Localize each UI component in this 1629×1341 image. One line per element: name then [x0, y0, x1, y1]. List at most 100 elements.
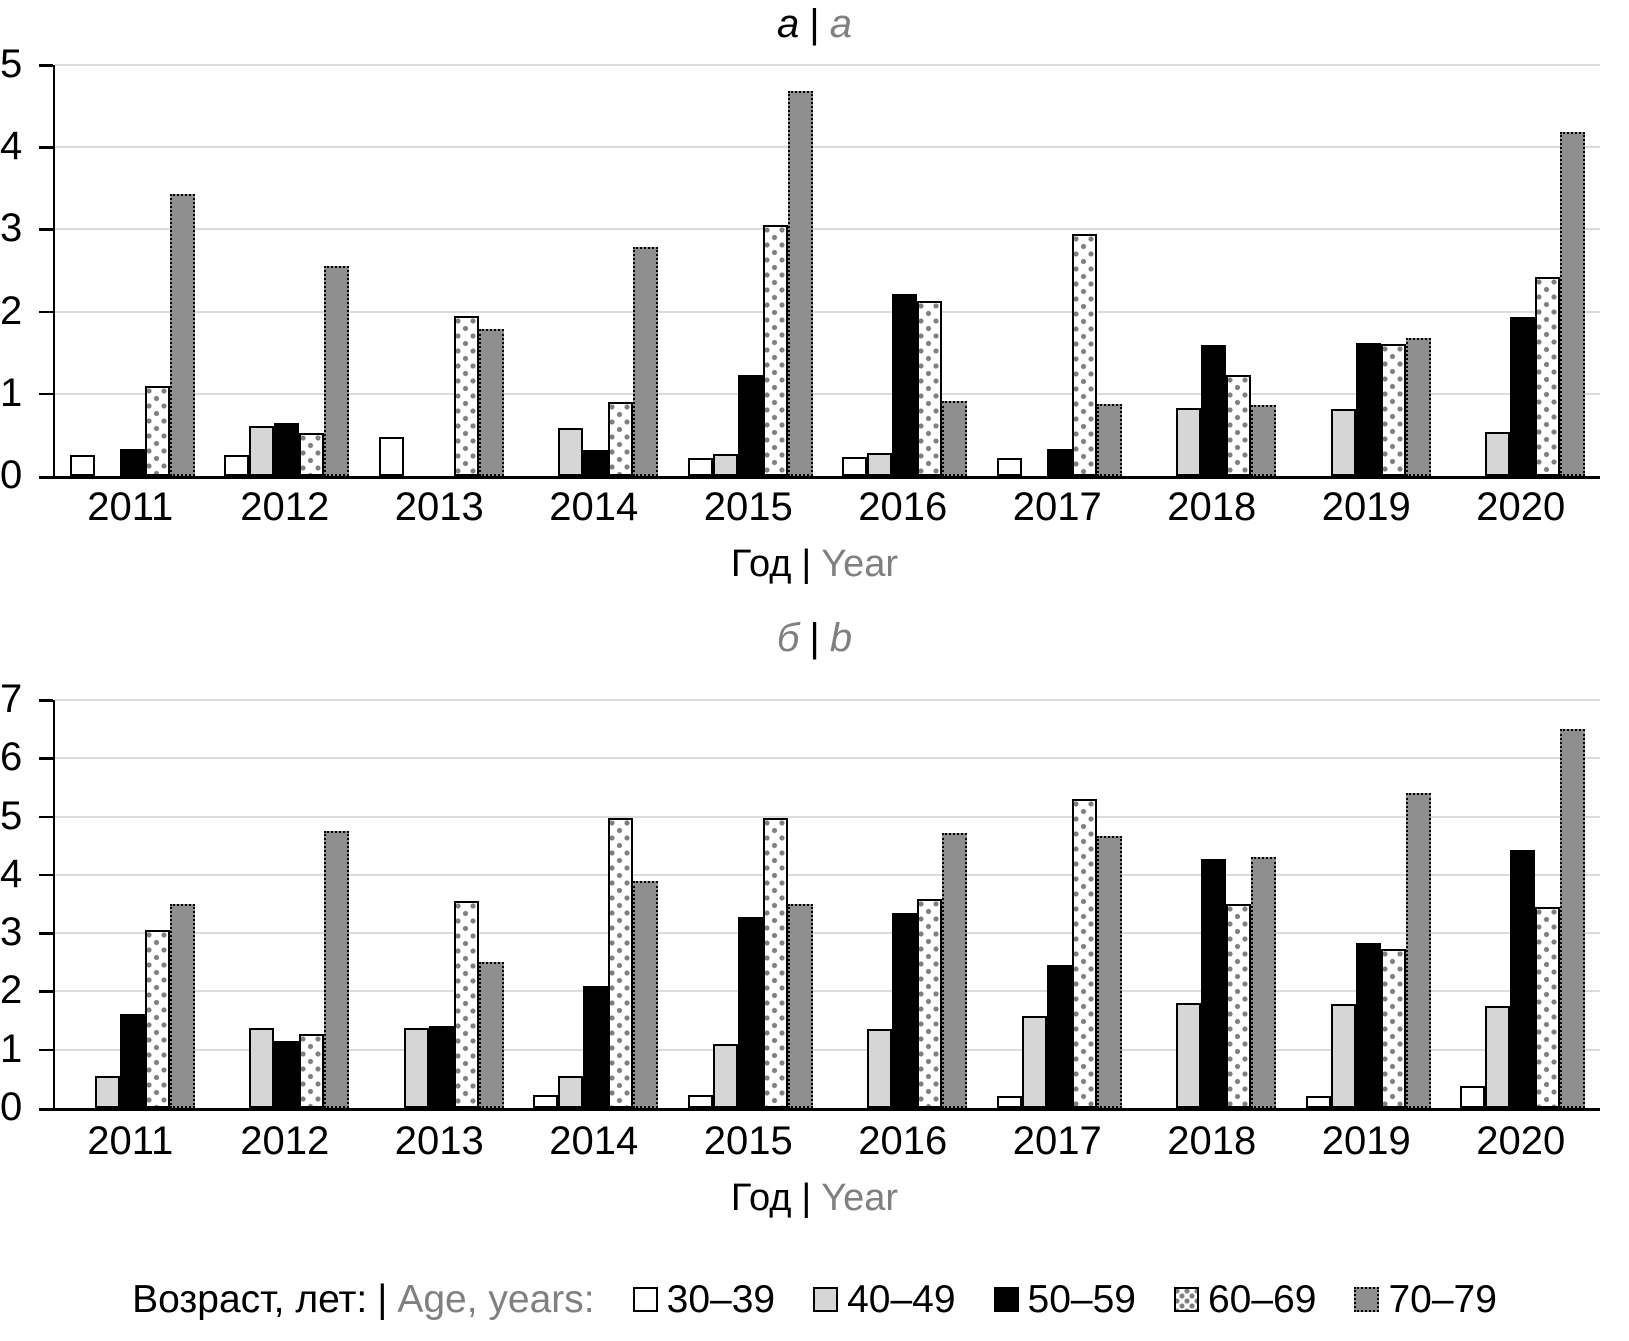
bar-a-2019-70–79 [1405, 338, 1431, 476]
bar-b-2015-30–39 [687, 1095, 713, 1108]
gridline [55, 64, 1600, 66]
bar-a-2013-70–79 [478, 329, 504, 476]
bar-b-2012-70–79 [324, 831, 350, 1108]
x-tick-label: 2019 [1321, 485, 1411, 529]
legend-label-60-69: 60–69 [1207, 1278, 1317, 1321]
x-tick-label: 2011 [87, 485, 174, 529]
legend-title-en: Age, years: [397, 1278, 595, 1321]
bar-a-2012-70–79 [324, 266, 350, 476]
bar-b-2019-50–59 [1355, 943, 1381, 1108]
x-tick-label: 2017 [1012, 1119, 1102, 1163]
bar-b-2014-70–79 [633, 881, 659, 1108]
panel-a-title-pipe: | [809, 2, 820, 46]
y-tick [39, 64, 53, 67]
bar-b-2015-60–69 [762, 818, 788, 1108]
bar-b-2011-60–69 [144, 930, 170, 1108]
panel-a-title-en: a [829, 2, 852, 46]
bar-a-2011-70–79 [169, 194, 195, 476]
x-tick-label: 2013 [394, 1119, 484, 1163]
legend-item-50-59: 50–59 [993, 1278, 1136, 1321]
x-tick-label: 2012 [240, 485, 330, 529]
x-tick-label: 2014 [549, 485, 639, 529]
bar-a-2017-50–59 [1046, 449, 1072, 476]
bar-b-2017-30–39 [996, 1096, 1022, 1108]
bar-a-2012-50–59 [274, 423, 300, 476]
x-axis-title-pipe: | [801, 543, 812, 585]
legend-swatch-50-59 [993, 1287, 1019, 1312]
bar-b-2018-40–49 [1176, 1003, 1202, 1108]
bar-b-2020-30–39 [1460, 1086, 1486, 1108]
bar-a-2011-50–59 [119, 449, 145, 476]
y-tick [39, 932, 53, 935]
bar-b-2016-70–79 [942, 833, 968, 1108]
bar-b-2019-70–79 [1405, 793, 1431, 1108]
legend-swatch-40-49 [813, 1287, 839, 1312]
bar-b-2012-60–69 [299, 1034, 325, 1108]
bar-b-2016-40–49 [867, 1029, 893, 1108]
y-tick-label: 2 [0, 288, 23, 333]
bar-a-2015-30–39 [687, 458, 713, 476]
x-axis-title-ru: Год [730, 1177, 792, 1219]
x-tick-label: 2017 [1012, 485, 1102, 529]
bar-a-2018-40–49 [1176, 408, 1202, 476]
bar-b-2013-40–49 [403, 1028, 429, 1108]
gridline [55, 932, 1600, 935]
panel-a-title-ru: a [777, 2, 800, 46]
gridline [55, 699, 1600, 701]
x-axis-overhang [39, 476, 53, 479]
legend-swatch-70-79 [1354, 1287, 1380, 1312]
y-tick-label: 6 [0, 735, 23, 780]
x-tick-label: 2011 [87, 1119, 174, 1163]
y-tick-label: 5 [0, 42, 23, 87]
legend-swatch-60-69 [1173, 1287, 1199, 1312]
panel-a-title: a | a [0, 2, 1629, 46]
legend-label-50-59: 50–59 [1027, 1278, 1136, 1321]
bar-a-2017-70–79 [1096, 404, 1122, 476]
y-tick-label: 4 [0, 852, 23, 897]
y-tick-label: 2 [0, 968, 23, 1013]
y-tick [39, 392, 53, 396]
gridline [55, 873, 1600, 876]
legend-title: Возраст, лет: | Age, years: [132, 1280, 595, 1319]
y-tick [39, 757, 53, 760]
y-tick [39, 310, 53, 314]
gridline [55, 757, 1600, 760]
chart-b-x-axis-title: Год | Year [0, 1177, 1629, 1220]
gridline [55, 990, 1600, 993]
bar-a-2014-40–49 [558, 428, 584, 476]
bar-b-2012-40–49 [249, 1028, 275, 1108]
bar-b-2011-70–79 [169, 904, 195, 1108]
legend-item-70-79: 70–79 [1354, 1280, 1497, 1319]
bar-a-2017-30–39 [996, 458, 1022, 476]
bar-a-2016-70–79 [942, 401, 968, 476]
bar-b-2011-50–59 [119, 1014, 145, 1108]
bar-a-2018-70–79 [1251, 405, 1277, 476]
x-axis-title-ru: Год [730, 543, 792, 585]
y-tick [39, 1048, 53, 1052]
bar-b-2014-40–49 [558, 1076, 584, 1108]
bar-b-2018-60–69 [1226, 904, 1252, 1108]
bar-b-2018-70–79 [1251, 857, 1277, 1108]
x-tick-label: 2018 [1167, 1119, 1257, 1163]
bar-a-2016-40–49 [867, 453, 893, 476]
chart-a-x-axis-title: Год | Year [0, 543, 1629, 586]
bar-a-2016-30–39 [842, 457, 868, 476]
x-axis-overhang [39, 1108, 53, 1111]
y-tick [39, 699, 53, 702]
bar-a-2014-60–69 [608, 402, 634, 476]
panel-b-title: б | b [0, 616, 1629, 660]
chart-b-plot-area [53, 699, 1600, 1111]
x-tick-label: 2019 [1321, 1119, 1411, 1163]
x-axis-title-pipe: | [801, 1177, 812, 1219]
bar-a-2015-70–79 [787, 91, 813, 476]
bar-a-2018-60–69 [1226, 375, 1252, 476]
y-tick [39, 873, 53, 877]
y-tick-label: 1 [0, 1026, 23, 1071]
bar-b-2020-40–49 [1485, 1006, 1511, 1108]
bar-a-2011-60–69 [144, 386, 170, 476]
bar-b-2020-50–59 [1510, 850, 1536, 1108]
bar-a-2019-50–59 [1355, 343, 1381, 476]
x-tick-label: 2020 [1476, 1119, 1566, 1163]
legend-swatch-30-39 [632, 1287, 658, 1312]
